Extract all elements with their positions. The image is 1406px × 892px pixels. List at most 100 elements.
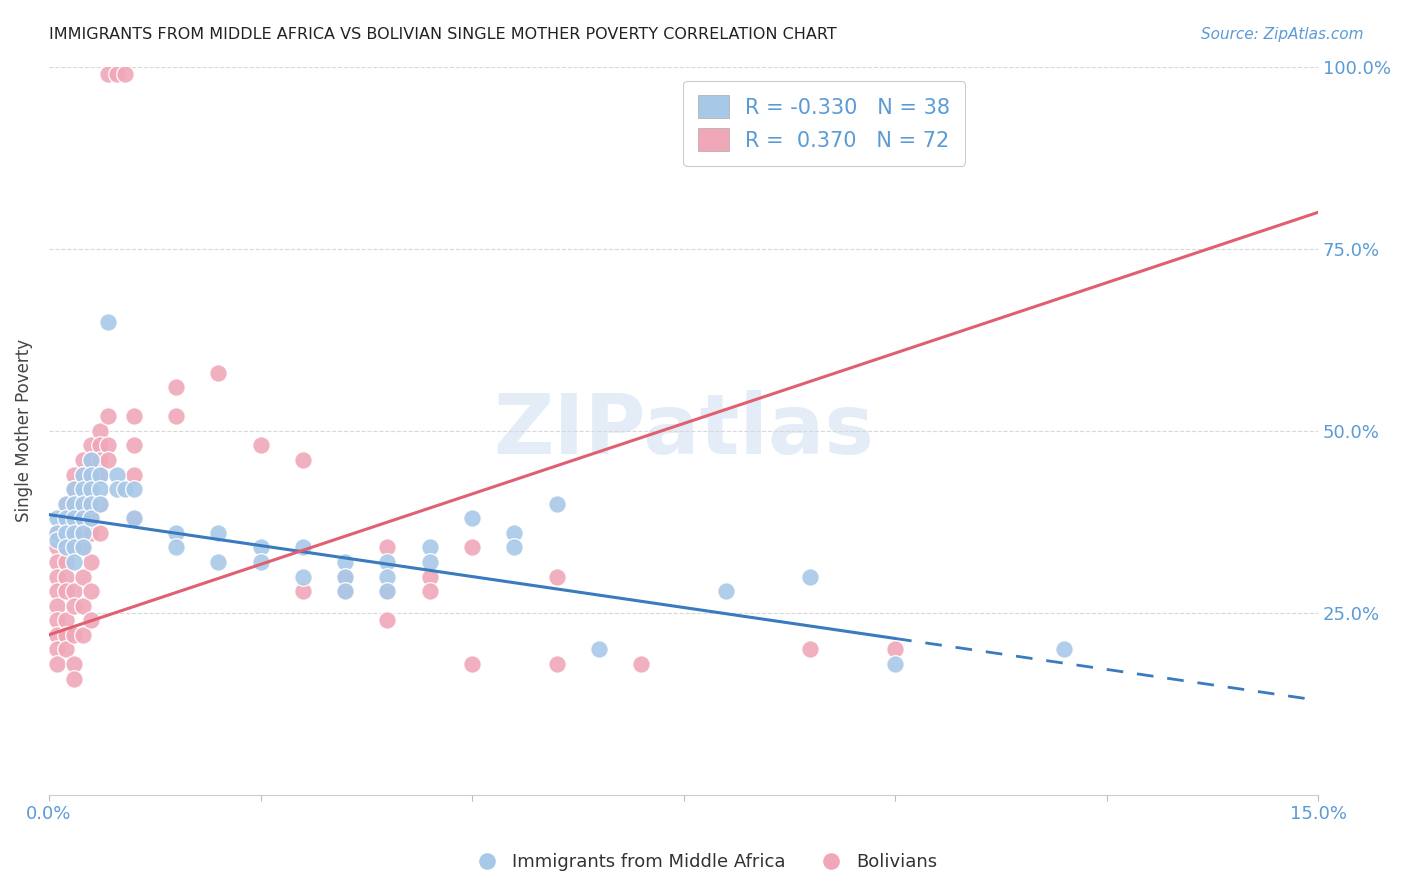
Point <box>122 438 145 452</box>
Point <box>55 497 77 511</box>
Point <box>105 467 128 482</box>
Point <box>55 642 77 657</box>
Point <box>55 525 77 540</box>
Point <box>333 569 356 583</box>
Point <box>72 453 94 467</box>
Point <box>72 497 94 511</box>
Point <box>46 628 69 642</box>
Point <box>89 482 111 496</box>
Point <box>89 497 111 511</box>
Y-axis label: Single Mother Poverty: Single Mother Poverty <box>15 339 32 523</box>
Point <box>207 366 229 380</box>
Point <box>207 525 229 540</box>
Point <box>72 497 94 511</box>
Point <box>80 613 103 627</box>
Point <box>63 511 86 525</box>
Point <box>97 67 120 81</box>
Point <box>55 511 77 525</box>
Point <box>105 67 128 81</box>
Point <box>80 511 103 525</box>
Point <box>63 482 86 496</box>
Point <box>80 453 103 467</box>
Point <box>249 555 271 569</box>
Point <box>165 525 187 540</box>
Point <box>377 555 399 569</box>
Point <box>546 497 568 511</box>
Point <box>122 467 145 482</box>
Point <box>461 657 484 671</box>
Point <box>63 497 86 511</box>
Point <box>80 467 103 482</box>
Legend: R = -0.330   N = 38, R =  0.370   N = 72: R = -0.330 N = 38, R = 0.370 N = 72 <box>683 80 965 166</box>
Point <box>333 569 356 583</box>
Point <box>461 511 484 525</box>
Point <box>46 584 69 599</box>
Legend: Immigrants from Middle Africa, Bolivians: Immigrants from Middle Africa, Bolivians <box>461 847 945 879</box>
Point <box>377 584 399 599</box>
Point <box>97 453 120 467</box>
Point <box>291 453 314 467</box>
Point <box>63 672 86 686</box>
Point <box>72 525 94 540</box>
Point <box>63 497 86 511</box>
Point <box>46 613 69 627</box>
Text: IMMIGRANTS FROM MIDDLE AFRICA VS BOLIVIAN SINGLE MOTHER POVERTY CORRELATION CHAR: IMMIGRANTS FROM MIDDLE AFRICA VS BOLIVIA… <box>49 27 837 42</box>
Point <box>89 453 111 467</box>
Point <box>72 628 94 642</box>
Point <box>249 438 271 452</box>
Point <box>55 541 77 555</box>
Point <box>46 599 69 613</box>
Point <box>122 409 145 424</box>
Point <box>1053 642 1076 657</box>
Point <box>799 642 821 657</box>
Point <box>80 453 103 467</box>
Point <box>122 511 145 525</box>
Point <box>122 511 145 525</box>
Point <box>80 525 103 540</box>
Point <box>72 511 94 525</box>
Point <box>72 482 94 496</box>
Point <box>55 569 77 583</box>
Point <box>799 569 821 583</box>
Point <box>165 380 187 394</box>
Point <box>333 584 356 599</box>
Point <box>165 409 187 424</box>
Point <box>55 541 77 555</box>
Point <box>419 569 441 583</box>
Point <box>72 599 94 613</box>
Point <box>419 541 441 555</box>
Point <box>333 555 356 569</box>
Point <box>80 438 103 452</box>
Text: Source: ZipAtlas.com: Source: ZipAtlas.com <box>1201 27 1364 42</box>
Point <box>114 482 136 496</box>
Point <box>89 467 111 482</box>
Point <box>419 584 441 599</box>
Point <box>72 541 94 555</box>
Point <box>46 569 69 583</box>
Point <box>97 314 120 328</box>
Point <box>291 541 314 555</box>
Point <box>63 657 86 671</box>
Point <box>63 525 86 540</box>
Point <box>546 657 568 671</box>
Point <box>377 584 399 599</box>
Point <box>114 67 136 81</box>
Point <box>46 525 69 540</box>
Point <box>63 511 86 525</box>
Point <box>72 541 94 555</box>
Point <box>105 482 128 496</box>
Point <box>63 467 86 482</box>
Point <box>461 541 484 555</box>
Point <box>55 511 77 525</box>
Point <box>97 438 120 452</box>
Point <box>291 584 314 599</box>
Point <box>63 584 86 599</box>
Point <box>207 555 229 569</box>
Point <box>63 525 86 540</box>
Point <box>291 569 314 583</box>
Text: ZIPatlas: ZIPatlas <box>494 391 875 471</box>
Point <box>503 541 526 555</box>
Point <box>63 555 86 569</box>
Point <box>55 613 77 627</box>
Point <box>546 569 568 583</box>
